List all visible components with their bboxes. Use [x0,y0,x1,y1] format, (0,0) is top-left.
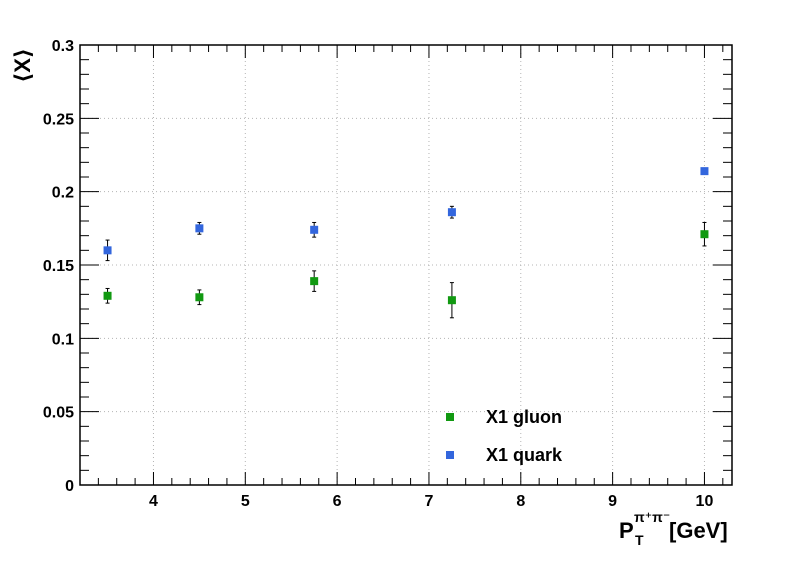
x-axis-title-main: P [619,518,634,543]
y-tick-label: 0.1 [52,331,74,348]
x-axis-title-subscript: T [635,532,644,548]
legend-marker-quark [446,451,454,459]
axis-ticks [79,44,732,486]
data-points [103,167,709,319]
x-tick-label: 4 [149,493,158,510]
data-point-quark [447,208,456,217]
data-point-gluon [103,291,112,300]
x-tick-label: 7 [425,493,434,510]
x-tick-label: 5 [241,493,250,510]
plot-frame [79,44,733,486]
x-tick-label: 10 [696,493,714,510]
data-point-quark [195,224,204,233]
x-axis-title: P π⁺π⁻ T [GeV] [619,509,728,548]
data-point-gluon [310,277,319,286]
x-axis-title-unit: [GeV] [669,518,728,543]
y-tick-label: 0.15 [43,258,74,275]
x-tick-label: 6 [333,493,342,510]
y-tick-label: 0.2 [52,185,74,202]
data-point-gluon [195,293,204,302]
tick-labels: 4 5 6 7 8 9 10 0 0.05 0.1 0.15 0.2 0.25 0.3 [43,38,714,510]
y-tick-label: 0.05 [43,405,74,422]
legend-label-quark: X1 quark [486,445,563,465]
data-point-gluon [447,296,456,305]
x-tick-label: 9 [608,493,617,510]
y-axis-title: ⟨X⟩ [10,48,35,83]
data-point-gluon [700,230,709,239]
data-point-quark [310,225,319,234]
data-point-quark [103,246,112,255]
data-point-quark [700,167,709,176]
y-tick-label: 0 [65,478,74,495]
y-tick-label: 0.25 [43,111,74,128]
x-tick-label: 8 [516,493,525,510]
y-tick-label: 0.3 [52,38,74,55]
legend: X1 gluon X1 quark [446,407,563,465]
legend-label-gluon: X1 gluon [486,407,562,427]
legend-marker-gluon [446,413,454,421]
x-axis-title-superscript: π⁺π⁻ [634,509,670,525]
